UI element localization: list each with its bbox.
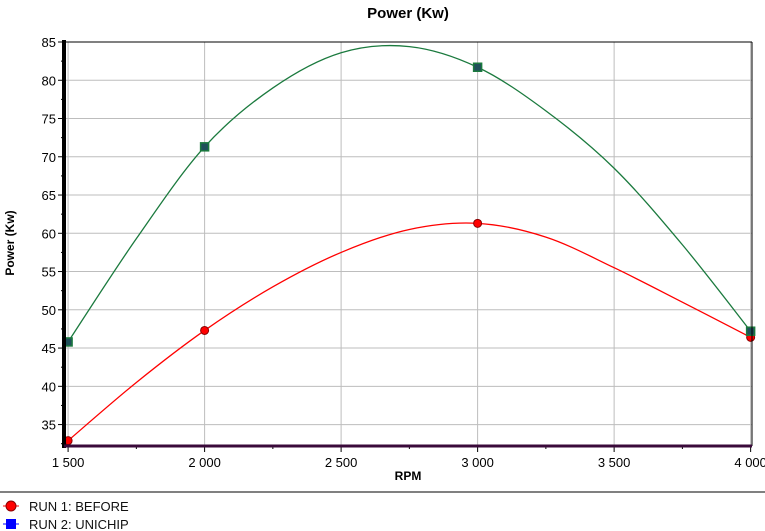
y-tick-label: 85 [42,35,56,50]
series-line-1 [67,222,751,442]
x-tick-label: 3 500 [598,455,631,470]
y-tick-label: 35 [42,418,56,433]
y-tick-label: 60 [42,226,56,241]
axes: 35 40 45 50 55 60 65 70 75 80 85 1 500 2 000 2 500 3 0… [42,35,765,470]
x-tick-label: 2 000 [188,455,221,470]
x-axis-label: RPM [395,469,422,483]
data-point-run-1 [473,218,483,228]
x-tick-label: 1 500 [52,455,85,470]
legend-marker-square-icon [6,519,16,529]
data-point-run-2 [745,326,756,336]
y-tick-label: 45 [42,341,56,356]
y-tick-label: 80 [42,73,56,88]
series-line-2 [67,44,752,343]
x-tick-label: 4 000 [734,455,765,470]
legend-marker-circle-icon [5,500,17,512]
y-tick-label: 55 [42,265,56,280]
y-tick-label: 70 [42,150,56,165]
legend: RUN 1: BEFORE RUN 2: UNICHIP [3,499,129,531]
series-group [63,44,756,446]
y-tick-label: 40 [42,379,56,394]
y-tick-label: 50 [42,303,56,318]
chart-title: Power (Kw) [367,5,449,22]
grid [64,41,752,446]
data-point-run-2 [199,142,210,152]
y-axis-label: Power (Kw) [3,210,17,275]
y-tick-label: 75 [42,112,56,127]
x-tick-label: 2 500 [325,455,358,470]
data-point-run-1 [200,325,210,335]
x-tick-label: 3 000 [461,455,494,470]
y-tick-label: 65 [42,188,56,203]
legend-label: RUN 1: BEFORE [29,499,129,514]
legend-label: RUN 2: UNICHIP [29,517,129,531]
data-point-run-2 [472,62,483,72]
